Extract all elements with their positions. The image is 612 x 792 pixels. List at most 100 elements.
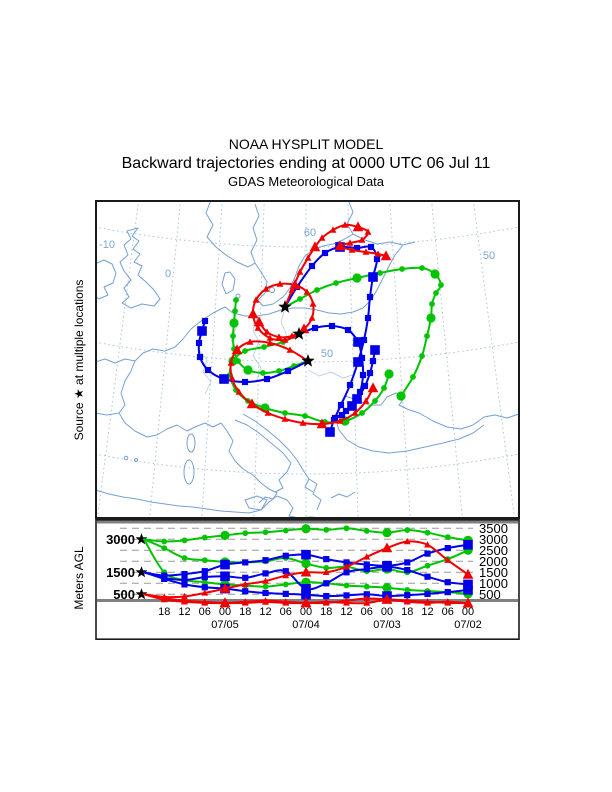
height-series-8 (143, 593, 474, 608)
triangle-marker (322, 568, 330, 575)
height-series-0 (143, 524, 473, 545)
triangle-marker (241, 580, 249, 588)
date-label: 07/02 (454, 619, 482, 631)
square-marker (323, 580, 330, 587)
square-marker (242, 559, 249, 566)
square-marker (195, 339, 203, 347)
triangle-marker (181, 592, 188, 600)
coast-black-sea-north (344, 392, 520, 430)
circle-marker (404, 587, 411, 593)
square-marker (201, 584, 208, 591)
square-marker (424, 590, 431, 597)
square-marker (311, 324, 319, 332)
circle-marker (323, 565, 330, 571)
circle-marker (282, 527, 289, 534)
square-marker (201, 574, 208, 581)
triangle-marker (241, 598, 249, 605)
triangle-marker (316, 418, 328, 429)
circle-marker (404, 527, 411, 533)
island-menorca (134, 458, 138, 462)
triangle-marker (363, 594, 371, 602)
triangle-marker (266, 334, 274, 341)
coast-britain (119, 227, 161, 309)
right-axis-label: 2500 (479, 543, 508, 558)
model-title: NOAA HYSPLIT MODEL (228, 136, 384, 152)
triangle-marker (381, 542, 393, 553)
coast-greece (308, 478, 322, 511)
circle-marker (372, 398, 378, 404)
graticule-meridian (347, 200, 359, 519)
square-marker (358, 354, 366, 362)
source-star-icon (301, 354, 315, 367)
graticule-label: 50 (321, 348, 333, 360)
triangle-marker (286, 346, 294, 353)
island-mallorca (123, 455, 129, 461)
triangle-marker (281, 336, 289, 343)
triangle-marker (201, 589, 209, 596)
right-axis-label: 1500 (479, 565, 508, 580)
circle-marker (424, 562, 431, 569)
island-corsica (186, 433, 196, 453)
circle-marker (363, 528, 370, 534)
square-marker (284, 367, 292, 375)
triangle-marker (282, 598, 290, 605)
circle-marker (444, 534, 451, 540)
circle-marker (323, 526, 330, 533)
circle-marker (352, 273, 362, 283)
graticule-label: 60 (304, 227, 316, 239)
triangle-marker (308, 314, 316, 321)
circle-marker (384, 369, 394, 379)
source-star-icon (135, 533, 148, 545)
square-marker (282, 552, 289, 559)
circle-marker (314, 287, 320, 293)
triangle-marker (160, 594, 168, 601)
x-tick-label: 12 (178, 606, 190, 618)
trajectory-red-500m (284, 221, 392, 308)
circle-marker (343, 582, 350, 589)
square-marker (463, 579, 473, 590)
square-marker (463, 585, 473, 595)
triangle-marker (253, 316, 265, 327)
graticule-meridian (472, 200, 516, 519)
graticule-meridian (148, 200, 182, 519)
triangle-marker (219, 597, 231, 608)
circle-marker (399, 266, 405, 272)
coast-italy-west (220, 422, 278, 504)
triangle-marker (247, 308, 259, 319)
circle-marker (261, 344, 267, 350)
met-data-title: GDAS Meteorological Data (227, 173, 385, 189)
circle-marker (302, 413, 308, 419)
triangle-marker (235, 388, 243, 395)
triangle-marker (296, 268, 304, 275)
square-marker (352, 394, 362, 404)
circle-marker (282, 410, 288, 416)
square-marker (197, 326, 207, 336)
triangle-marker (266, 339, 274, 346)
square-marker (323, 556, 330, 563)
triangle-marker (444, 556, 452, 563)
circle-marker (161, 538, 168, 545)
triangle-marker (299, 419, 307, 426)
trajectory-green-3000m-c (229, 297, 309, 376)
trajectory-path (228, 333, 390, 424)
triangle-marker (329, 226, 337, 233)
triangle-marker (462, 597, 474, 608)
square-marker (263, 375, 271, 383)
triangle-marker (262, 285, 270, 292)
square-marker (404, 559, 411, 566)
circle-marker (363, 583, 370, 590)
triangle-marker (444, 598, 452, 605)
triangle-marker (254, 324, 262, 331)
triangle-marker (424, 541, 431, 548)
triangle-marker (304, 254, 312, 261)
triangle-marker (462, 568, 474, 579)
triangle-marker (219, 582, 231, 593)
square-marker (342, 407, 350, 415)
circle-marker (201, 534, 208, 541)
right-axis-label: 3500 (479, 521, 508, 536)
run-title: Backward trajectories ending at 0000 UTC… (121, 154, 491, 172)
height-profile-panel: 3500300025002000150010005003000150050018… (95, 519, 520, 640)
circle-marker (426, 313, 436, 323)
circle-marker (243, 365, 253, 375)
